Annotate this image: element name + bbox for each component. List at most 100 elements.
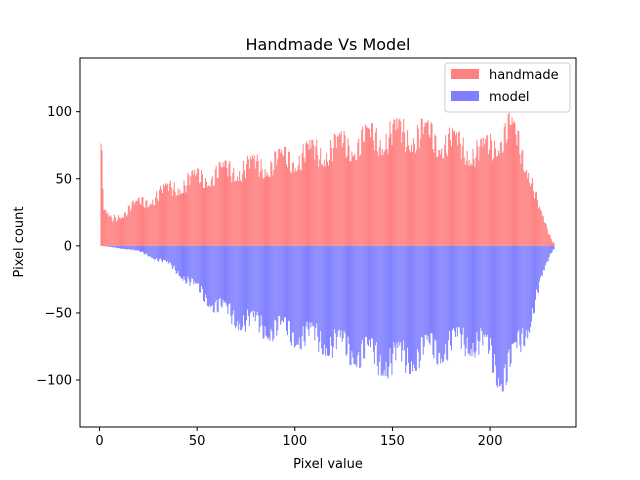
bar-handmade-353 <box>445 135 447 246</box>
bar-model-377 <box>468 245 470 354</box>
bar-model-316 <box>409 245 411 375</box>
bar-handmade-360 <box>452 128 453 246</box>
bar-model-144 <box>241 245 243 330</box>
bar-model-436 <box>526 245 528 330</box>
bar-model-171 <box>267 245 269 340</box>
bar-model-36 <box>135 245 137 251</box>
bar-model-309 <box>402 245 404 351</box>
bar-model-397 <box>488 245 490 354</box>
bar-model-313 <box>406 245 408 366</box>
bar-handmade-19 <box>119 217 121 246</box>
bar-model-310 <box>403 245 405 341</box>
bar-model-384 <box>475 245 477 352</box>
bar-model-63 <box>162 245 163 263</box>
bar-handmade-112 <box>209 186 211 246</box>
bar-handmade-84 <box>182 192 184 246</box>
bar-handmade-198 <box>293 172 295 246</box>
bar-handmade-57 <box>156 191 158 246</box>
bar-model-351 <box>443 245 445 362</box>
bar-handmade-343 <box>435 136 437 246</box>
bar-handmade-317 <box>410 152 411 246</box>
bar-model-100 <box>198 245 200 284</box>
bar-handmade-248 <box>342 143 344 246</box>
bar-model-205 <box>300 245 302 350</box>
bar-handmade-134 <box>231 182 233 246</box>
bar-model-382 <box>473 245 475 353</box>
bar-handmade-304 <box>397 128 399 246</box>
bar-model-237 <box>331 245 333 358</box>
bar-model-153 <box>249 245 251 314</box>
bar-model-445 <box>534 245 536 300</box>
bar-handmade-267 <box>361 129 363 246</box>
bar-handmade-119 <box>216 178 218 246</box>
y-axis: −100 −50 0 50 100 <box>36 105 80 389</box>
bar-model-88 <box>186 245 188 283</box>
bar-handmade-21 <box>121 218 122 246</box>
bar-handmade-376 <box>467 165 469 246</box>
bar-model-50 <box>149 245 151 257</box>
bar-handmade-227 <box>322 164 324 246</box>
bar-model-34 <box>133 245 135 251</box>
bar-model-327 <box>419 245 421 361</box>
bar-handmade-195 <box>290 173 292 246</box>
bar-handmade-385 <box>476 139 478 246</box>
bar-handmade-393 <box>484 144 486 246</box>
bar-model-37 <box>136 245 138 251</box>
bar-handmade-312 <box>405 151 407 246</box>
bar-handmade-332 <box>424 122 426 246</box>
bar-handmade-131 <box>228 163 230 246</box>
bar-model-360 <box>452 245 453 330</box>
bar-model-170 <box>266 245 268 338</box>
bar-model-66 <box>164 245 166 261</box>
bar-handmade-61 <box>160 185 162 246</box>
bar-model-298 <box>391 245 393 375</box>
bar-handmade-213 <box>308 149 310 246</box>
bar-model-200 <box>295 245 297 345</box>
bar-handmade-85 <box>183 180 185 246</box>
bar-model-281 <box>374 245 376 346</box>
bar-handmade-369 <box>460 159 462 246</box>
bar-handmade-164 <box>260 159 262 246</box>
bar-handmade-30 <box>129 211 131 246</box>
bar-model-329 <box>421 245 423 338</box>
bar-handmade-92 <box>190 176 192 246</box>
bar-model-355 <box>447 245 449 361</box>
bar-model-413 <box>503 245 505 369</box>
bar-model-255 <box>349 245 351 365</box>
bar-handmade-193 <box>288 152 290 246</box>
bar-model-321 <box>413 245 415 369</box>
bar-handmade-90 <box>188 175 190 246</box>
bar-model-341 <box>433 245 435 359</box>
bar-handmade-254 <box>348 145 350 246</box>
bar-handmade-399 <box>490 134 492 246</box>
bar-model-183 <box>279 245 281 317</box>
bar-handmade-347 <box>439 150 441 246</box>
bar-handmade-309 <box>402 131 404 246</box>
bar-model-361 <box>452 245 454 329</box>
bar-model-380 <box>471 245 473 357</box>
bar-handmade-219 <box>314 159 316 246</box>
bar-handmade-280 <box>373 150 375 246</box>
bar-handmade-276 <box>369 137 371 246</box>
bar-model-23 <box>122 245 124 250</box>
bar-handmade-387 <box>478 160 480 246</box>
bar-model-94 <box>192 245 194 279</box>
bar-model-33 <box>132 245 134 250</box>
bar-handmade-388 <box>479 146 481 246</box>
bar-model-133 <box>230 245 232 317</box>
bar-handmade-338 <box>430 121 432 246</box>
bar-handmade-341 <box>433 152 435 246</box>
bar-model-433 <box>523 245 525 346</box>
bar-handmade-161 <box>257 160 259 246</box>
bar-handmade-278 <box>371 122 373 246</box>
bar-model-87 <box>185 245 187 284</box>
bar-handmade-372 <box>463 156 465 246</box>
bar-handmade-427 <box>517 130 519 246</box>
bar-model-134 <box>231 245 233 325</box>
bar-model-125 <box>222 245 224 300</box>
bar-model-110 <box>207 245 209 307</box>
bar-model-113 <box>210 245 212 307</box>
bar-handmade-65 <box>163 186 165 246</box>
bar-model-331 <box>423 245 425 347</box>
bar-handmade-25 <box>124 212 126 246</box>
